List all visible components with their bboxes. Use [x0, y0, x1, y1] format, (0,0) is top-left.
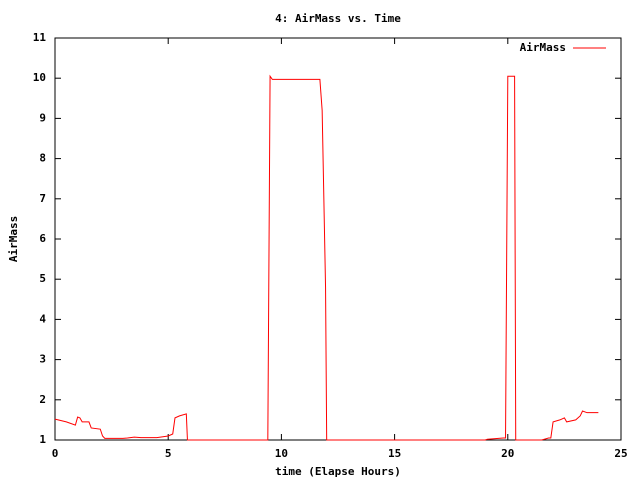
x-tick-label: 25: [614, 447, 627, 460]
x-axis-label: time (Elapse Hours): [275, 465, 401, 478]
y-tick-label: 11: [33, 31, 47, 44]
data-line: [54, 74, 599, 441]
y-tick-label: 4: [39, 312, 46, 325]
x-tick-label: 15: [388, 447, 401, 460]
y-tick-label: 2: [39, 393, 46, 406]
y-tick-label: 6: [39, 232, 46, 245]
y-tick-label: 9: [39, 111, 46, 124]
y-tick-label: 1: [39, 433, 46, 446]
x-tick-label: 5: [165, 447, 172, 460]
y-tick-label: 8: [39, 152, 46, 165]
y-tick-label: 10: [33, 71, 46, 84]
y-tick-label: 3: [39, 353, 46, 366]
y-axis-label: AirMass: [7, 216, 20, 262]
x-tick-label: 10: [275, 447, 288, 460]
legend-label: AirMass: [520, 41, 566, 54]
x-tick-label: 20: [501, 447, 514, 460]
y-tick-label: 5: [39, 272, 46, 285]
chart-title: 4: AirMass vs. Time: [275, 12, 401, 25]
y-tick-label: 7: [39, 192, 46, 205]
x-tick-label: 0: [52, 447, 59, 460]
plot-frame: [54, 37, 622, 441]
